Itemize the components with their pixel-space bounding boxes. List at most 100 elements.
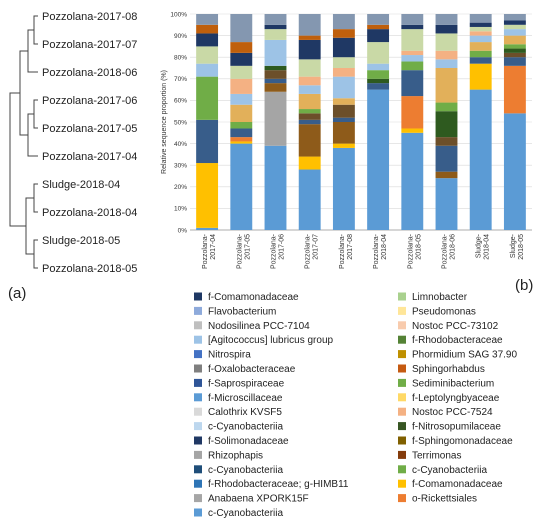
- legend-swatch: [194, 335, 202, 344]
- y-tick-label: 20%: [174, 184, 187, 191]
- y-tick-label: 30%: [174, 163, 187, 170]
- bar-segment: [196, 119, 219, 164]
- legend-swatch: [194, 321, 202, 330]
- bar-segment: [196, 33, 219, 47]
- dendro-branch: [33, 239, 38, 269]
- dendro-branch: [9, 92, 26, 227]
- bar-segment: [367, 14, 390, 25]
- stacked-bar-chart: 0% 10% 20% 30% 40% 50% 60% 70% 80% 90% 100% Pozzol…: [161, 11, 532, 269]
- bar-segment: [435, 178, 458, 230]
- legend-label: Calothrix KVSF5: [208, 407, 282, 418]
- legend-label: f-Rhodobacteraceae; g-HIMB11: [208, 479, 349, 490]
- bar-segment: [264, 78, 287, 84]
- bar-segment: [367, 89, 390, 230]
- dendro-branch: [19, 50, 28, 136]
- legend-label: Sediminibacterium: [412, 378, 494, 389]
- legend-label: Terrimonas: [412, 450, 461, 461]
- bar-segment: [230, 143, 253, 230]
- y-tick-label: 40%: [174, 141, 187, 148]
- bar-segment: [469, 35, 492, 43]
- bar-segment: [367, 83, 390, 90]
- bar-segment: [367, 78, 390, 84]
- bar-segment: [298, 169, 321, 230]
- legend-label: c-Cyanobacteriia: [208, 508, 283, 519]
- bar-segment: [264, 65, 287, 71]
- y-tick-label: 50%: [174, 119, 187, 126]
- legend-label: c-Cyanobacteriia: [412, 465, 487, 476]
- bar-segment: [367, 70, 390, 79]
- bar-segment: [332, 143, 355, 148]
- bar-segment: [196, 46, 219, 64]
- bar-segment: [401, 29, 424, 51]
- dendrogram-leaf-label: Pozzolana-2017-07: [42, 39, 137, 51]
- bar-segment: [469, 14, 492, 23]
- legend-label: c-Cyanobacteriia: [208, 465, 283, 476]
- legend-label: [Agitococcus] lubricus group: [208, 335, 334, 346]
- dendrogram-leaf-label: Pozzolana-2017-05: [42, 123, 137, 135]
- legend-label: f-Comamonadaceae: [412, 479, 503, 490]
- dendrogram-leaf-label: Pozzolana-2017-08: [42, 11, 137, 23]
- bar-segment: [298, 119, 321, 125]
- bar-segment: [332, 117, 355, 122]
- y-tick-label: 60%: [174, 98, 187, 105]
- x-tick-label: Pozzolana-2017-06: [271, 233, 286, 269]
- bar-segment: [401, 70, 424, 97]
- legend-label: f-Microscillaceae: [208, 393, 283, 404]
- legend-swatch: [194, 422, 202, 431]
- bar-segment: [264, 91, 287, 146]
- x-tick-label: Pozzolana-2017-04: [202, 233, 217, 269]
- bar-segment: [196, 14, 219, 25]
- bar-segment: [503, 20, 526, 25]
- bar-segment: [264, 83, 287, 92]
- legend-swatch: [398, 306, 406, 315]
- x-tick-label: Pozzolana-2017-08: [339, 233, 354, 269]
- bar-segment: [435, 102, 458, 112]
- legend-swatch: [194, 494, 202, 503]
- legend-swatch: [398, 479, 406, 488]
- panel-label-a: (a): [8, 285, 26, 302]
- bar-segment: [298, 124, 321, 157]
- bar-segment: [196, 24, 219, 34]
- bar-stack: [264, 14, 287, 230]
- legend-swatch: [398, 321, 406, 330]
- legend-label: f-Rhodobacteraceae: [412, 335, 503, 346]
- bar-segment: [230, 122, 253, 129]
- bar-segment: [469, 63, 492, 90]
- bar-segment: [469, 26, 492, 32]
- dendrogram-leaf-label: Pozzolana-2017-04: [42, 151, 137, 163]
- bar-segment: [332, 98, 355, 105]
- bar-segment: [401, 132, 424, 230]
- legend-swatch: [194, 350, 202, 359]
- bar-stack: [469, 14, 492, 230]
- legend-label: f-Nitrosopumilaceae: [412, 422, 501, 433]
- legend-label: f-Oxalobacteraceae: [208, 364, 296, 375]
- x-tick-label: Pozzolana-2018-06: [442, 233, 457, 269]
- legend-swatch: [398, 465, 406, 474]
- bar-segment: [298, 59, 321, 77]
- y-tick-label: 10%: [174, 206, 187, 213]
- bar-segment: [298, 93, 321, 110]
- bar-segment: [435, 171, 458, 179]
- bar-segment: [435, 111, 458, 138]
- bar-segment: [230, 42, 253, 53]
- bar-segment: [298, 85, 321, 94]
- legend-swatch: [194, 436, 202, 445]
- bar-segment: [332, 14, 355, 30]
- legend-label: f-Solimonadaceae: [208, 436, 289, 447]
- legend-swatch: [194, 364, 202, 373]
- bar-stack: [401, 14, 424, 230]
- bar-segment: [367, 42, 390, 64]
- bar-segment: [401, 14, 424, 25]
- dendrogram-leaf-label: Pozzolana-2018-05: [42, 263, 137, 275]
- legend-label: f-Saprospiraceae: [208, 378, 285, 389]
- bar-segment: [367, 63, 390, 71]
- legend-swatch: [194, 306, 202, 315]
- bar-segment: [298, 156, 321, 170]
- dendrogram: Pozzolana-2017-08 Pozzolana-2017-07 Pozzol…: [9, 11, 137, 275]
- x-tick-label: Sludge-2018-05: [510, 233, 525, 259]
- legend-swatch: [194, 479, 202, 488]
- bar-segment: [230, 78, 253, 94]
- legend-swatch: [398, 378, 406, 387]
- bar-segment: [230, 141, 253, 144]
